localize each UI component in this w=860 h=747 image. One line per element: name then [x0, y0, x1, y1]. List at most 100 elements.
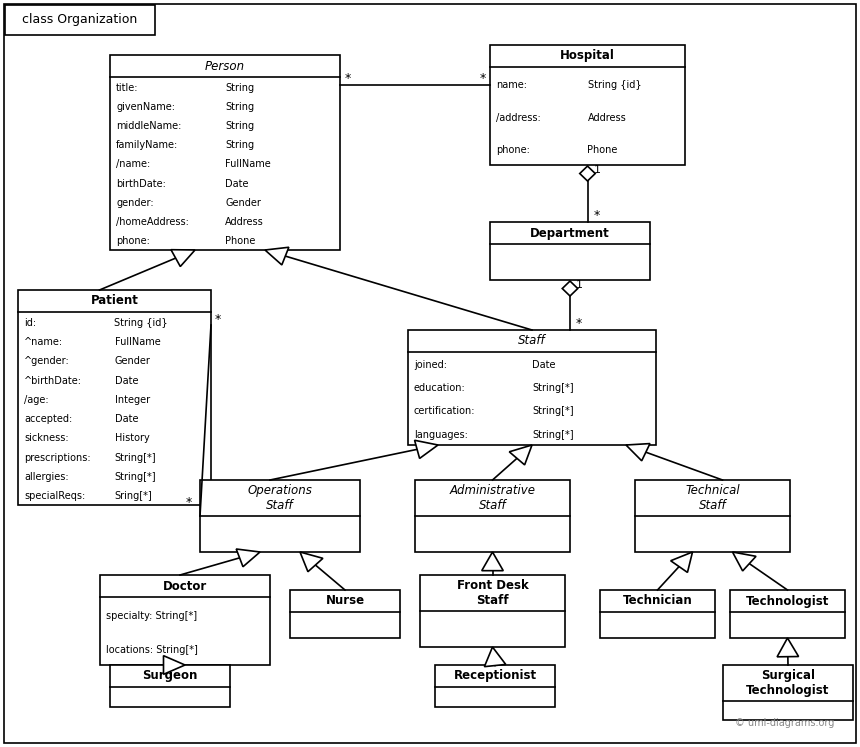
Text: Front Desk
Staff: Front Desk Staff [457, 579, 528, 607]
Polygon shape [733, 552, 756, 571]
Text: *: * [215, 313, 221, 326]
Text: Patient: Patient [90, 294, 138, 308]
Text: Technical
Staff: Technical Staff [685, 484, 740, 512]
FancyBboxPatch shape [200, 480, 360, 552]
FancyBboxPatch shape [490, 222, 650, 280]
Text: Phone: Phone [225, 236, 255, 247]
Polygon shape [415, 440, 438, 459]
Text: sickness:: sickness: [24, 433, 69, 444]
Text: Gender: Gender [225, 198, 261, 208]
Text: joined:: joined: [414, 360, 447, 370]
Text: certification:: certification: [414, 406, 476, 416]
Text: /age:: /age: [24, 395, 49, 405]
Text: accepted:: accepted: [24, 414, 72, 424]
Polygon shape [580, 166, 595, 181]
Text: title:: title: [116, 83, 138, 93]
Polygon shape [509, 445, 532, 465]
Text: allergies:: allergies: [24, 472, 69, 482]
Polygon shape [265, 247, 289, 265]
FancyBboxPatch shape [18, 290, 211, 505]
FancyBboxPatch shape [5, 5, 155, 35]
FancyBboxPatch shape [730, 590, 845, 638]
Text: String: String [225, 140, 254, 150]
Text: prescriptions:: prescriptions: [24, 453, 90, 462]
Text: String: String [225, 102, 254, 112]
Polygon shape [626, 444, 650, 461]
Text: *: * [576, 317, 582, 330]
Text: Integer: Integer [114, 395, 150, 405]
FancyBboxPatch shape [435, 665, 555, 707]
Text: name:: name: [496, 80, 527, 90]
Text: id:: id: [24, 317, 36, 328]
Text: education:: education: [414, 383, 466, 393]
Text: specialty: String[*]: specialty: String[*] [106, 611, 197, 621]
Text: Operations
Staff: Operations Staff [248, 484, 312, 512]
Text: middleName:: middleName: [116, 121, 181, 131]
Text: phone:: phone: [496, 146, 530, 155]
Text: 1: 1 [593, 165, 600, 175]
Text: Sring[*]: Sring[*] [114, 492, 152, 501]
Text: © uml-diagrams.org: © uml-diagrams.org [734, 719, 834, 728]
Text: Receptionist: Receptionist [453, 669, 537, 683]
Text: phone:: phone: [116, 236, 150, 247]
Text: Hospital: Hospital [560, 49, 615, 63]
Text: Person: Person [205, 60, 245, 72]
Polygon shape [171, 249, 195, 267]
Text: Date: Date [532, 360, 556, 370]
Text: *: * [593, 209, 599, 222]
Polygon shape [671, 552, 692, 572]
Polygon shape [482, 552, 503, 571]
Text: Nurse: Nurse [325, 595, 365, 607]
Text: Gender: Gender [114, 356, 150, 366]
Text: familyName:: familyName: [116, 140, 178, 150]
Text: Technologist: Technologist [746, 595, 829, 607]
Text: ^gender:: ^gender: [24, 356, 70, 366]
Text: String[*]: String[*] [114, 453, 157, 462]
Text: Administrative
Staff: Administrative Staff [450, 484, 536, 512]
Text: class Organization: class Organization [22, 13, 138, 26]
Text: Surgeon: Surgeon [142, 669, 198, 683]
Text: /homeAddress:: /homeAddress: [116, 217, 189, 227]
FancyBboxPatch shape [110, 665, 230, 707]
Text: locations: String[*]: locations: String[*] [106, 645, 198, 654]
FancyBboxPatch shape [290, 590, 400, 638]
Text: Date: Date [114, 376, 138, 385]
Text: Surgical
Technologist: Surgical Technologist [746, 669, 830, 697]
Text: String {id}: String {id} [114, 317, 168, 328]
Text: ^birthDate:: ^birthDate: [24, 376, 82, 385]
Text: specialReqs:: specialReqs: [24, 492, 85, 501]
Text: FullName: FullName [114, 337, 160, 347]
FancyBboxPatch shape [420, 575, 565, 647]
Text: *: * [480, 72, 486, 85]
Text: Date: Date [225, 179, 249, 189]
Text: givenName:: givenName: [116, 102, 175, 112]
Text: String: String [225, 121, 254, 131]
Text: languages:: languages: [414, 430, 468, 439]
Text: String[*]: String[*] [114, 472, 157, 482]
Polygon shape [163, 656, 185, 675]
Text: *: * [186, 496, 193, 509]
Text: FullName: FullName [225, 159, 271, 170]
Text: Doctor: Doctor [163, 580, 207, 592]
Text: String: String [225, 83, 254, 93]
Polygon shape [484, 647, 506, 666]
Polygon shape [777, 638, 799, 657]
Text: *: * [345, 72, 351, 85]
Text: History: History [114, 433, 150, 444]
Text: Department: Department [530, 226, 610, 240]
FancyBboxPatch shape [408, 330, 656, 445]
Text: /name:: /name: [116, 159, 150, 170]
FancyBboxPatch shape [100, 575, 270, 665]
Text: String[*]: String[*] [532, 430, 574, 439]
Text: /address:: /address: [496, 113, 541, 123]
Text: ^name:: ^name: [24, 337, 63, 347]
Polygon shape [237, 549, 260, 567]
Text: gender:: gender: [116, 198, 154, 208]
Text: 1: 1 [576, 280, 583, 290]
Text: Phone: Phone [587, 146, 617, 155]
FancyBboxPatch shape [723, 665, 853, 720]
FancyBboxPatch shape [490, 45, 685, 165]
FancyBboxPatch shape [600, 590, 715, 638]
Text: String {id}: String {id} [587, 80, 641, 90]
FancyBboxPatch shape [110, 55, 340, 250]
